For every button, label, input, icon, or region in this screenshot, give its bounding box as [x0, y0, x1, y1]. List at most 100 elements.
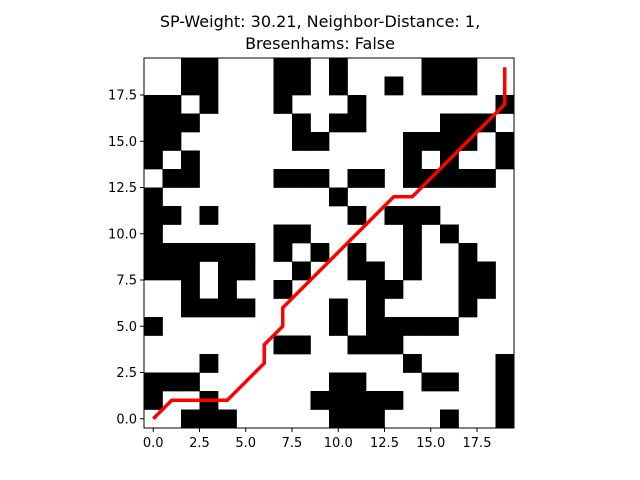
y-tick-label: 12.5 [108, 181, 137, 196]
obstacle-cell [477, 280, 496, 299]
obstacle-cell [403, 354, 422, 373]
obstacle-cell [347, 261, 367, 281]
obstacle-cell [181, 150, 200, 170]
x-tick-label: 0.0 [143, 436, 164, 451]
obstacle-cell [310, 132, 330, 151]
obstacle-cell [199, 354, 219, 373]
obstacle-cell [181, 58, 200, 77]
obstacle-cell [181, 113, 200, 133]
obstacle-cell [329, 372, 348, 392]
obstacle-cell [144, 317, 163, 336]
obstacle-cell [199, 298, 219, 318]
obstacle-cell [144, 391, 163, 410]
obstacle-cell [292, 335, 311, 355]
x-tick-label: 15.0 [416, 436, 445, 451]
obstacle-cell [403, 150, 422, 170]
y-tick-label: 15.0 [108, 135, 137, 150]
obstacle-cell [440, 58, 459, 77]
obstacle-cell [199, 243, 219, 262]
obstacle-cell [181, 372, 200, 392]
obstacle-cell [458, 113, 478, 133]
obstacle-cell [292, 261, 311, 281]
obstacle-cell [162, 372, 182, 392]
obstacle-cell [329, 298, 348, 318]
obstacle-cells [144, 58, 515, 429]
obstacle-cell [292, 224, 311, 244]
obstacle-cell [218, 261, 237, 281]
obstacle-cell [218, 243, 237, 262]
obstacle-cell [144, 150, 163, 170]
obstacle-cell [366, 391, 385, 410]
obstacle-cell [440, 76, 459, 96]
obstacle-cell [403, 224, 422, 244]
obstacle-cell [440, 132, 459, 151]
y-axis: 0.0 2.5 5.0 7.5 10.0 12.5 15.0 17.5 [108, 89, 144, 427]
obstacle-cell [273, 243, 293, 262]
obstacle-cell [144, 113, 163, 133]
obstacle-cell [347, 206, 367, 225]
obstacle-cell [181, 298, 200, 318]
obstacle-cell [384, 206, 404, 225]
shortest-path-line [152, 67, 507, 420]
obstacle-cell [366, 298, 385, 318]
obstacle-cell [329, 409, 348, 429]
obstacle-cell [384, 391, 404, 410]
obstacle-cell [384, 335, 404, 355]
obstacle-cell [292, 76, 311, 96]
obstacle-cell [458, 261, 478, 281]
obstacle-cell [310, 169, 330, 188]
obstacle-cell [144, 224, 163, 244]
obstacle-cell [292, 58, 311, 77]
obstacle-cell [273, 224, 293, 244]
obstacle-cell [347, 243, 367, 262]
obstacle-cell [495, 372, 515, 392]
obstacle-cell [458, 243, 478, 262]
obstacle-cell [366, 409, 385, 429]
obstacle-cell [199, 76, 219, 96]
obstacle-cell [421, 58, 441, 77]
obstacle-cell [181, 76, 200, 96]
obstacle-cell [162, 261, 182, 281]
obstacle-cell [273, 280, 293, 299]
obstacle-cell [144, 132, 163, 151]
obstacle-cell [162, 95, 182, 114]
obstacle-cell [144, 243, 163, 262]
obstacle-cell [329, 317, 348, 336]
obstacle-cell [495, 150, 515, 170]
obstacle-cell [403, 206, 422, 225]
obstacle-cell [366, 280, 385, 299]
obstacle-cell [329, 187, 348, 207]
obstacle-cell [403, 243, 422, 262]
obstacle-cell [310, 391, 330, 410]
obstacle-cell [181, 169, 200, 188]
obstacle-cell [347, 95, 367, 114]
obstacle-cell [292, 132, 311, 151]
obstacle-cell [236, 261, 256, 281]
obstacle-cell [273, 76, 293, 96]
obstacle-cell [181, 409, 200, 429]
obstacle-cell [384, 317, 404, 336]
obstacle-cell [403, 261, 422, 281]
path-layer [152, 67, 507, 420]
obstacle-cell [144, 95, 163, 114]
x-tick-label: 2.5 [189, 436, 210, 451]
obstacle-cell [162, 132, 182, 151]
obstacle-cell [347, 372, 367, 392]
obstacle-cell [329, 113, 348, 133]
obstacle-cell [347, 335, 367, 355]
obstacle-cell [199, 206, 219, 225]
obstacle-cell [366, 335, 385, 355]
obstacle-cell [181, 243, 200, 262]
obstacle-cell [421, 76, 441, 96]
obstacle-cell [218, 280, 237, 299]
obstacle-cell [162, 206, 182, 225]
obstacle-cell [144, 206, 163, 225]
y-tick-label: 10.0 [108, 227, 137, 242]
obstacle-cell [440, 372, 459, 392]
x-tick-label: 5.0 [235, 436, 256, 451]
y-tick-label: 17.5 [108, 89, 137, 104]
x-tick-label: 10.0 [324, 436, 353, 451]
y-tick-label: 2.5 [116, 366, 137, 381]
obstacle-cell [144, 187, 163, 207]
obstacle-cell [347, 409, 367, 429]
